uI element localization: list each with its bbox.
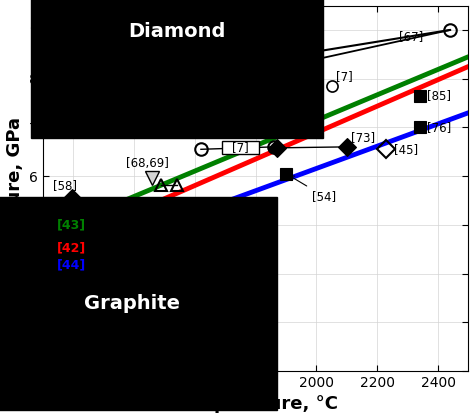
Text: [42]: [42] [56, 242, 86, 255]
Text: [57]: [57] [151, 52, 175, 65]
Text: [7]: [7] [336, 70, 353, 83]
Text: [58]: [58] [54, 179, 77, 192]
Text: [68,69]: [68,69] [126, 157, 168, 170]
Text: [73]: [73] [351, 132, 375, 145]
Text: [64]: [64] [178, 222, 202, 235]
Text: [44]: [44] [56, 258, 86, 271]
Text: [67]: [67] [399, 30, 423, 43]
Text: [45]: [45] [394, 143, 418, 156]
Text: Diamond: Diamond [128, 22, 226, 41]
Text: [83]: [83] [121, 121, 145, 134]
Text: [63,47,81]: [63,47,81] [190, 96, 252, 109]
Text: [85]: [85] [428, 89, 451, 102]
Y-axis label: Pressure, GPa: Pressure, GPa [6, 117, 24, 259]
Text: Graphite: Graphite [84, 294, 180, 313]
FancyBboxPatch shape [222, 140, 259, 154]
Text: [48]: [48] [244, 62, 268, 75]
Text: [83]: [83] [158, 240, 182, 253]
Text: [7]: [7] [232, 141, 249, 154]
Text: [84]: [84] [65, 106, 109, 126]
Text: [43]: [43] [56, 218, 86, 231]
Text: [76]: [76] [428, 121, 452, 134]
Text: [51]: [51] [186, 39, 210, 74]
Text: [46, 94, 52]: [46, 94, 52] [51, 39, 120, 75]
Text: [54]: [54] [290, 176, 336, 203]
X-axis label: Temperature, °C: Temperature, °C [173, 396, 338, 414]
